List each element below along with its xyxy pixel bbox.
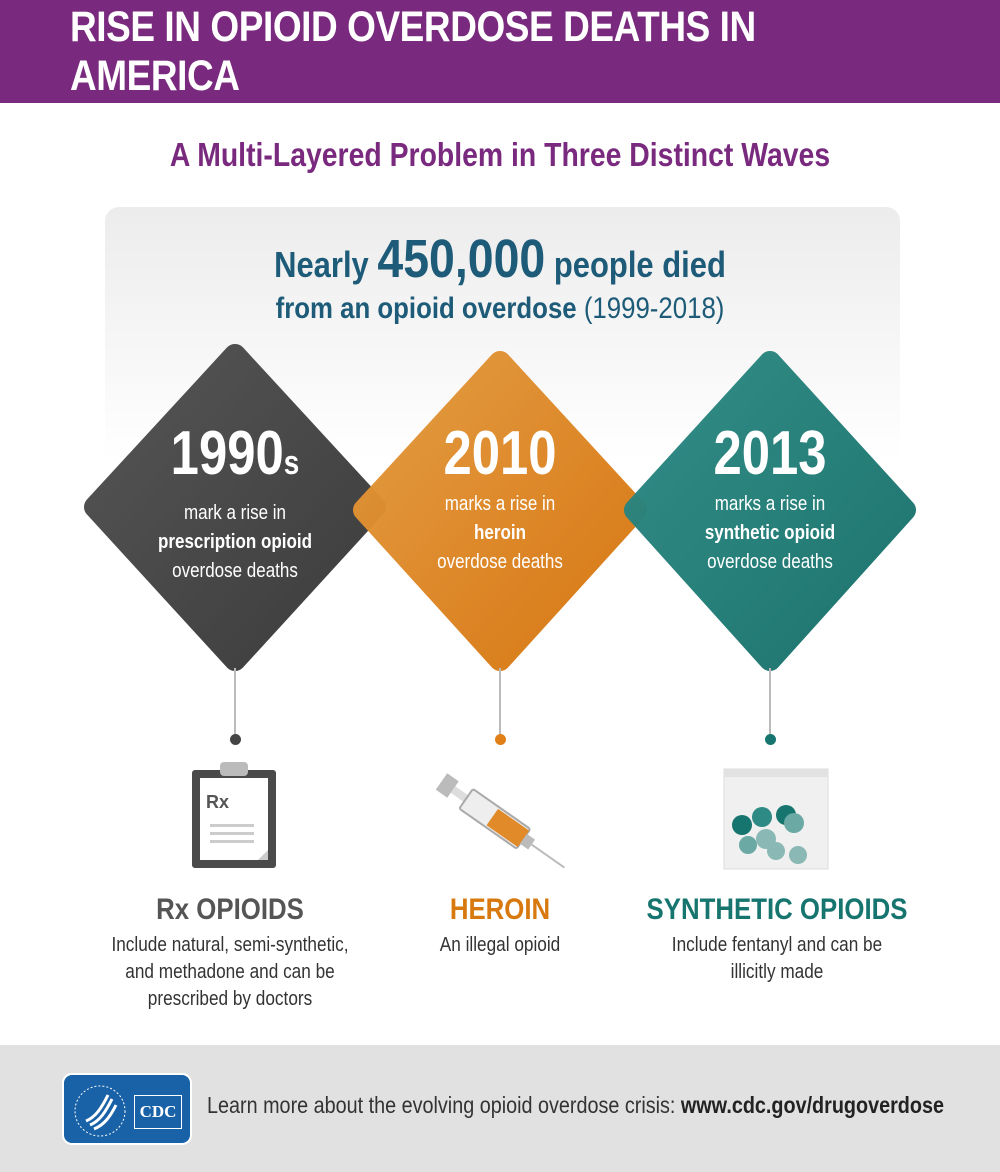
heroin-desc: An illegal opioid (439, 934, 561, 956)
diamond-2010 (353, 351, 647, 671)
footer-text: Learn more about the evolving opioid ove… (207, 1092, 944, 1118)
header-banner: RISE IN OPIOID OVERDOSE DEATHS IN AMERIC… (0, 0, 1000, 103)
clipboard-rx-icon: Rx (192, 762, 276, 868)
wave-2013-text: 2013 marks a rise in synthetic opioid ov… (704, 419, 836, 573)
hhs-eagle-icon (74, 1085, 126, 1137)
heroin-title: HEROIN (449, 893, 551, 926)
cdc-link[interactable]: www.cdc.gov/drugoverdose (680, 1092, 944, 1118)
wave-2010-text: 2010 marks a rise in heroin overdose dea… (437, 419, 563, 573)
connector-line (499, 668, 501, 736)
pill-bag-icon (723, 768, 829, 870)
page-title: RISE IN OPIOID OVERDOSE DEATHS IN AMERIC… (70, 2, 756, 100)
synthetic-opioids-title: SYNTHETIC OPIOIDS (646, 893, 908, 926)
stat-line-2: from an opioid overdose (1999-2018) (275, 292, 725, 325)
synthetic-opioids-desc: Include fentanyl and can be illicitly mad… (671, 934, 883, 983)
rx-opioids-desc: Include natural, semi-synthetic, and meth… (111, 934, 349, 1010)
diamond-1990s (84, 344, 386, 671)
svg-text:Rx: Rx (206, 792, 229, 812)
rx-opioids-title: Rx OPIOIDS (156, 893, 304, 926)
connector-dot (765, 734, 776, 745)
diamond-2013 (624, 351, 916, 671)
stat-line-1: Nearly 450,000 people died (274, 229, 726, 289)
syringe-icon (435, 773, 565, 869)
subtitle: A Multi-Layered Problem in Three Distinc… (169, 136, 831, 173)
connector-dot (495, 734, 506, 745)
connector-line (234, 668, 236, 736)
hhs-cdc-logo[interactable]: CDC (62, 1073, 192, 1145)
connector-line (769, 668, 771, 736)
connector-dot (230, 734, 241, 745)
death-count: 450,000 (377, 229, 546, 289)
wave-1990s-text: 1990s mark a rise in prescription opioid… (158, 419, 312, 582)
wave-diamonds (84, 344, 916, 671)
